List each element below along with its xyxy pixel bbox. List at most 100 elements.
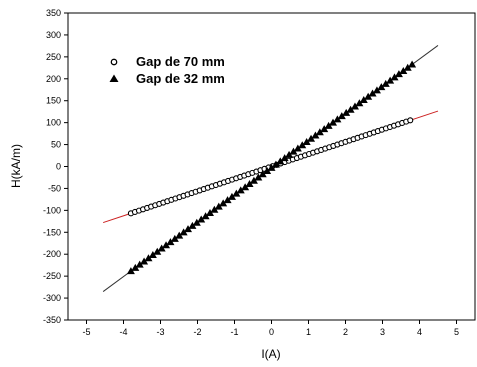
data-point-gap-32 bbox=[205, 209, 214, 217]
data-point-gap-32 bbox=[254, 173, 263, 181]
x-tick-label: 1 bbox=[306, 327, 311, 337]
legend-label-gap-32: Gap de 32 mm bbox=[136, 71, 225, 86]
data-point-gap-32 bbox=[307, 134, 316, 142]
x-tick-label: 2 bbox=[343, 327, 348, 337]
y-tick-label: -150 bbox=[43, 227, 61, 237]
data-point-gap-32 bbox=[320, 125, 329, 133]
data-point-gap-32 bbox=[214, 202, 223, 210]
data-point-gap-32 bbox=[263, 167, 272, 175]
y-tick-label: 200 bbox=[46, 74, 61, 84]
data-point-gap-32 bbox=[153, 247, 162, 255]
data-point-gap-32 bbox=[184, 225, 193, 233]
data-point-gap-32 bbox=[311, 131, 320, 139]
data-point-gap-32 bbox=[170, 234, 179, 242]
y-tick-label: -350 bbox=[43, 315, 61, 325]
y-tick-label: 250 bbox=[46, 52, 61, 62]
y-tick-label: 300 bbox=[46, 30, 61, 40]
data-point-gap-32 bbox=[364, 92, 373, 100]
data-point-gap-32 bbox=[359, 96, 368, 104]
y-tick-label: 150 bbox=[46, 96, 61, 106]
y-tick-label: -200 bbox=[43, 249, 61, 259]
data-points bbox=[126, 60, 417, 275]
data-point-gap-32 bbox=[372, 86, 381, 94]
data-point-gap-32 bbox=[271, 160, 280, 168]
data-point-gap-32 bbox=[337, 112, 346, 120]
data-point-gap-32 bbox=[368, 89, 377, 97]
data-point-gap-32 bbox=[302, 137, 311, 145]
data-point-gap-32 bbox=[188, 221, 197, 229]
legend-label-gap-70: Gap de 70 mm bbox=[136, 54, 225, 69]
data-point-gap-32 bbox=[276, 157, 285, 165]
x-tick-label: 3 bbox=[380, 327, 385, 337]
data-point-gap-32 bbox=[289, 147, 298, 155]
data-point-gap-32 bbox=[315, 128, 324, 136]
legend: Gap de 70 mm Gap de 32 mm bbox=[109, 54, 225, 86]
y-tick-label: 100 bbox=[46, 118, 61, 128]
data-point-gap-32 bbox=[197, 215, 206, 223]
data-point-gap-32 bbox=[227, 192, 236, 200]
plot-area-frame bbox=[67, 12, 476, 321]
data-point-gap-32 bbox=[403, 63, 412, 71]
data-point-gap-32 bbox=[140, 257, 149, 265]
data-point-gap-32 bbox=[162, 241, 171, 249]
data-point-gap-32 bbox=[245, 179, 254, 187]
data-point-gap-32 bbox=[131, 263, 140, 271]
data-point-gap-32 bbox=[390, 73, 399, 81]
data-point-gap-32 bbox=[135, 260, 144, 268]
data-point-gap-32 bbox=[350, 102, 359, 110]
data-point-gap-32 bbox=[346, 105, 355, 113]
data-point-gap-32 bbox=[210, 205, 219, 213]
data-point-gap-32 bbox=[267, 163, 276, 171]
data-point-gap-32 bbox=[144, 254, 153, 262]
data-point-gap-32 bbox=[179, 228, 188, 236]
data-point-gap-32 bbox=[223, 196, 232, 204]
data-point-gap-32 bbox=[126, 267, 135, 275]
data-point-gap-32 bbox=[324, 121, 333, 129]
x-axis-label: I(A) bbox=[261, 347, 280, 361]
data-point-gap-32 bbox=[355, 99, 364, 107]
data-point-gap-32 bbox=[377, 83, 386, 91]
data-point-gap-32 bbox=[394, 70, 403, 78]
data-point-gap-32 bbox=[329, 118, 338, 126]
y-tick-label: -250 bbox=[43, 271, 61, 281]
data-point-gap-32 bbox=[148, 250, 157, 258]
y-tick-label: -50 bbox=[48, 183, 61, 193]
data-point-gap-32 bbox=[333, 115, 342, 123]
x-tick-label: 4 bbox=[417, 327, 422, 337]
data-point-gap-32 bbox=[342, 108, 351, 116]
y-tick-label: 0 bbox=[56, 162, 61, 172]
legend-marker-gap-32 bbox=[109, 74, 119, 82]
data-point-gap-32 bbox=[241, 183, 250, 191]
data-point-gap-32 bbox=[381, 79, 390, 87]
y-axis-label: H(kA/m) bbox=[9, 144, 23, 188]
x-tick-label: -4 bbox=[119, 327, 127, 337]
x-tick-label: -3 bbox=[156, 327, 164, 337]
data-point-gap-32 bbox=[386, 76, 395, 84]
data-point-gap-32 bbox=[399, 66, 408, 74]
data-point-gap-32 bbox=[285, 150, 294, 158]
x-tick-label: 5 bbox=[454, 327, 459, 337]
x-tick-label: 0 bbox=[269, 327, 274, 337]
y-tick-label: 50 bbox=[51, 140, 61, 150]
data-point-gap-70 bbox=[407, 117, 414, 124]
data-point-gap-32 bbox=[258, 170, 267, 178]
x-tick-label: -5 bbox=[82, 327, 90, 337]
data-point-gap-32 bbox=[293, 144, 302, 152]
data-point-gap-32 bbox=[298, 141, 307, 149]
y-tick-label: -300 bbox=[43, 293, 61, 303]
data-point-gap-32 bbox=[219, 199, 228, 207]
data-point-gap-32 bbox=[201, 212, 210, 220]
data-point-gap-32 bbox=[166, 238, 175, 246]
data-point-gap-32 bbox=[249, 176, 258, 184]
y-tick-label: 350 bbox=[46, 8, 61, 18]
data-point-gap-32 bbox=[232, 189, 241, 197]
data-point-gap-32 bbox=[408, 60, 417, 68]
data-point-gap-32 bbox=[192, 218, 201, 226]
x-tick-label: -1 bbox=[230, 327, 238, 337]
legend-marker-gap-70 bbox=[110, 58, 118, 66]
data-point-gap-32 bbox=[280, 154, 289, 162]
data-point-gap-32 bbox=[236, 186, 245, 194]
axis-ticks: -5 -4 -3 -2 -1 0 1 2 3 4 5 -350 -300 -250 -200 -150 -100… bbox=[43, 8, 459, 337]
y-tick-label: -100 bbox=[43, 205, 61, 215]
